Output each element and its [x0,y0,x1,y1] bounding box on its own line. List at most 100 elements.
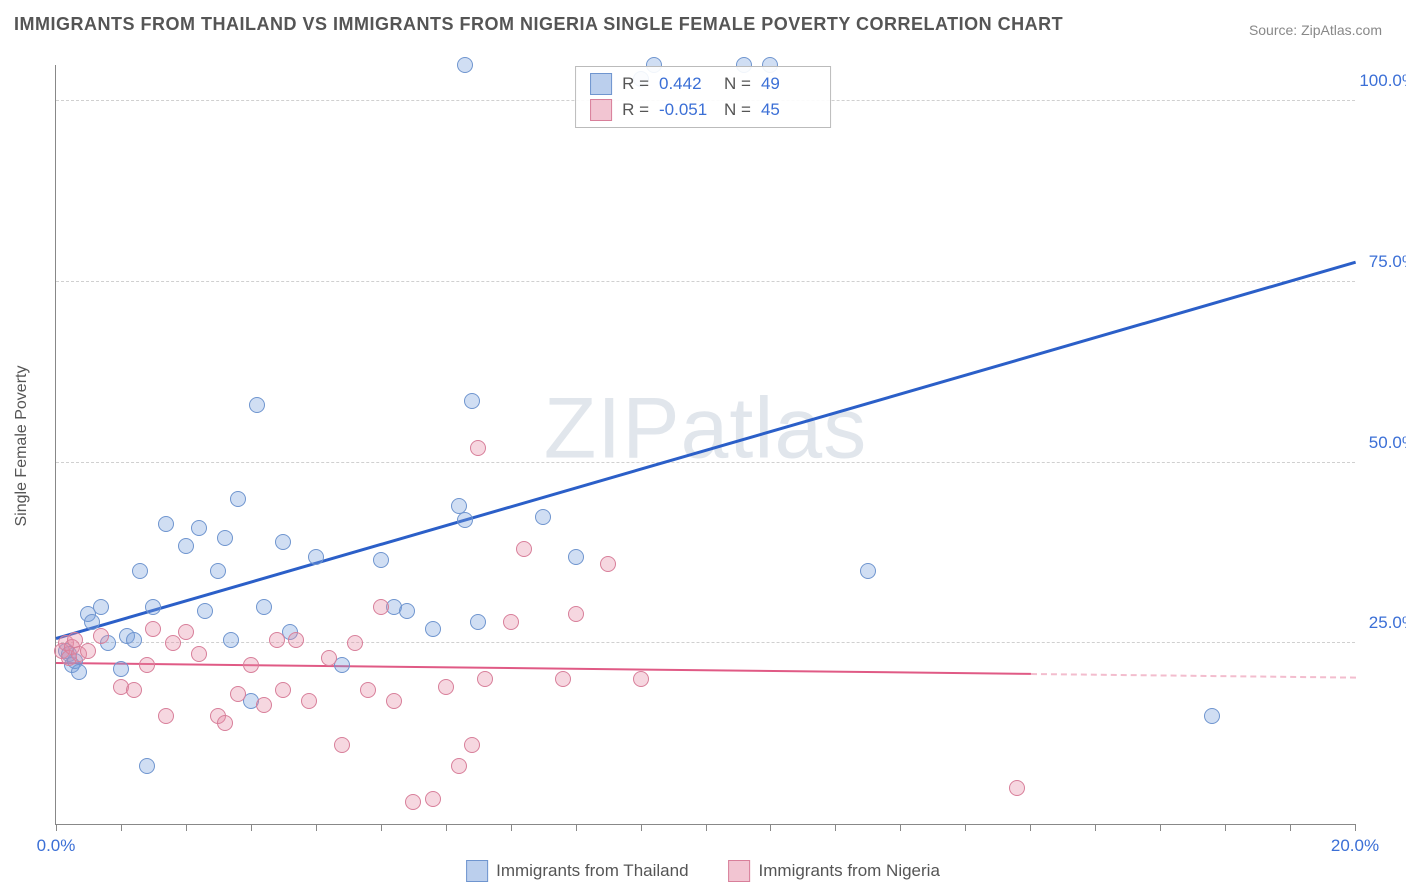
n-value: 49 [761,74,816,94]
plot-area: ZIPatlas 25.0%50.0%75.0%100.0%0.0%20.0% [55,65,1355,825]
data-point [301,693,317,709]
x-tick [965,824,966,831]
y-tick-label: 100.0% [1359,71,1406,91]
legend-stat-row: R =-0.051N =45 [590,97,816,123]
data-point [535,509,551,525]
data-point [217,530,233,546]
x-tick [446,824,447,831]
legend-swatch [466,860,488,882]
data-point [405,794,421,810]
legend-series: Immigrants from Thailand Immigrants from … [466,860,940,882]
data-point [860,563,876,579]
x-tick [1160,824,1161,831]
x-tick-label: 0.0% [37,836,76,856]
data-point [178,624,194,640]
regression-line [56,260,1357,639]
data-point [256,599,272,615]
data-point [321,650,337,666]
chart-title: IMMIGRANTS FROM THAILAND VS IMMIGRANTS F… [14,14,1063,35]
chart-container: IMMIGRANTS FROM THAILAND VS IMMIGRANTS F… [0,0,1406,892]
n-value: 45 [761,100,816,120]
data-point [210,563,226,579]
data-point [334,737,350,753]
data-point [516,541,532,557]
data-point [373,552,389,568]
data-point [165,635,181,651]
data-point [158,708,174,724]
data-point [1009,780,1025,796]
data-point [145,599,161,615]
data-point [360,682,376,698]
data-point [470,440,486,456]
grid-line [56,642,1355,643]
data-point [139,657,155,673]
data-point [477,671,493,687]
legend-stat-row: R =0.442N =49 [590,71,816,97]
x-tick [1030,824,1031,831]
regression-line [1031,673,1356,679]
legend-swatch [590,73,612,95]
data-point [93,599,109,615]
data-point [457,57,473,73]
x-tick [121,824,122,831]
x-tick [576,824,577,831]
x-tick [381,824,382,831]
x-tick [1290,824,1291,831]
data-point [451,758,467,774]
data-point [132,563,148,579]
data-point [126,682,142,698]
n-label: N = [724,100,751,120]
legend-item: Immigrants from Thailand [466,860,688,882]
x-tick [835,824,836,831]
regression-line [56,662,1031,675]
x-tick [641,824,642,831]
data-point [399,603,415,619]
data-point [568,549,584,565]
data-point [178,538,194,554]
data-point [288,632,304,648]
data-point [197,603,213,619]
data-point [275,534,291,550]
data-point [425,621,441,637]
data-point [230,686,246,702]
legend-label: Immigrants from Nigeria [759,861,940,881]
source-label: Source: ZipAtlas.com [1249,22,1382,38]
x-tick [511,824,512,831]
data-point [308,549,324,565]
data-point [275,682,291,698]
data-point [555,671,571,687]
data-point [93,628,109,644]
y-axis-label: Single Female Poverty [13,366,31,527]
watermark: ZIPatlas [544,380,867,479]
data-point [256,697,272,713]
data-point [464,737,480,753]
data-point [145,621,161,637]
x-tick [1355,824,1356,831]
data-point [503,614,519,630]
y-tick-label: 50.0% [1369,433,1406,453]
data-point [438,679,454,695]
x-tick [316,824,317,831]
data-point [347,635,363,651]
r-label: R = [622,74,649,94]
data-point [373,599,389,615]
data-point [139,758,155,774]
data-point [269,632,285,648]
r-value: 0.442 [659,74,714,94]
legend-label: Immigrants from Thailand [496,861,688,881]
x-tick [251,824,252,831]
data-point [1204,708,1220,724]
x-tick [1225,824,1226,831]
data-point [223,632,239,648]
data-point [191,520,207,536]
x-tick [706,824,707,831]
x-tick [56,824,57,831]
x-tick [186,824,187,831]
x-tick [770,824,771,831]
data-point [71,664,87,680]
grid-line [56,462,1355,463]
r-value: -0.051 [659,100,714,120]
x-tick-label: 20.0% [1331,836,1379,856]
data-point [633,671,649,687]
data-point [158,516,174,532]
